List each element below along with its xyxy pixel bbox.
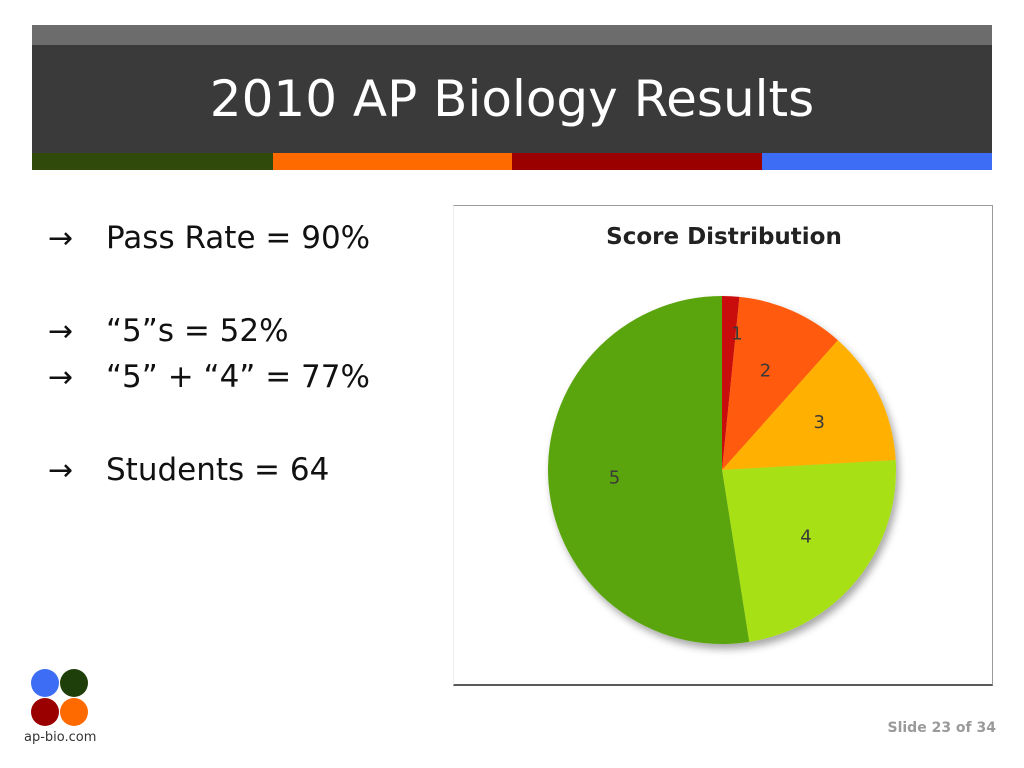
pie-label-4: 4	[800, 527, 811, 548]
bullet-text: Pass Rate = 90%	[106, 220, 371, 256]
slide-number: Slide 23 of 34	[887, 720, 997, 736]
bullet-students: → Students = 64	[48, 447, 438, 493]
arrow-icon: →	[48, 452, 74, 488]
slide-title: 2010 AP Biology Results	[209, 70, 815, 128]
logo-dot-green	[60, 669, 88, 697]
logo-dot-orange	[60, 698, 88, 726]
color-stripes	[32, 153, 992, 170]
pie-chart: 12 3 4 5	[547, 296, 896, 644]
stripe-red	[512, 153, 762, 170]
logo-text: ap-bio.com	[24, 730, 97, 745]
bullet-text: Students = 64	[106, 452, 330, 488]
title-bar: 2010 AP Biology Results	[32, 45, 992, 153]
bullet-pass-rate: → Pass Rate = 90%	[48, 215, 438, 261]
title-top-strip	[32, 25, 992, 45]
arrow-icon: →	[48, 359, 74, 395]
pie-slice-5	[547, 296, 750, 644]
pie-label-5: 5	[609, 467, 620, 488]
bullet-list: → Pass Rate = 90% → “5”s = 52% → “5” + “…	[48, 215, 438, 493]
pie-slice-1	[722, 296, 740, 470]
arrow-icon: →	[48, 220, 74, 256]
bullet-text: “5”s = 52%	[106, 313, 289, 349]
pie-label-1: 1	[731, 323, 742, 344]
pie-slice-4	[722, 460, 896, 642]
pie-label-2: 2	[760, 360, 771, 381]
stripe-orange	[273, 153, 512, 170]
pie-slice-3	[722, 340, 896, 470]
chart-title: Score Distribution	[606, 224, 842, 250]
pie-slice-2	[722, 296, 838, 470]
stripe-green	[32, 153, 273, 170]
bullet-fives: → “5”s = 52%	[48, 308, 438, 354]
pie-label-3: 3	[813, 412, 824, 433]
bullet-fives-fours: → “5” + “4” = 77%	[48, 354, 438, 400]
stripe-blue	[762, 153, 992, 170]
logo-dot-blue	[31, 669, 59, 697]
ap-bio-logo	[30, 668, 90, 728]
logo-dot-red	[31, 698, 59, 726]
arrow-icon: →	[48, 313, 74, 349]
bullet-text: “5” + “4” = 77%	[106, 359, 370, 395]
